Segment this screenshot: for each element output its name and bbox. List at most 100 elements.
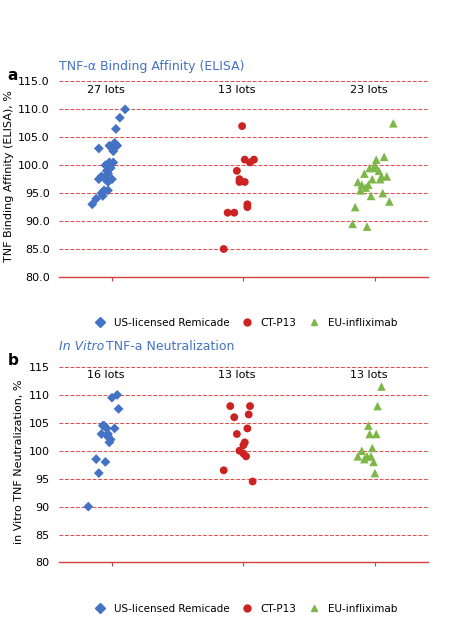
- Point: [109, 157, 117, 167]
- Point: [246, 401, 254, 411]
- Y-axis label: TNF Binding Affinity (ELISA), %: TNF Binding Affinity (ELISA), %: [4, 90, 14, 262]
- Point: [390, 118, 397, 128]
- Text: a: a: [8, 68, 18, 83]
- Point: [98, 429, 105, 439]
- Point: [100, 185, 108, 195]
- Point: [105, 140, 113, 150]
- Text: TNF-a Neutralization: TNF-a Neutralization: [102, 341, 234, 353]
- Point: [102, 160, 109, 170]
- Point: [249, 477, 256, 487]
- Point: [108, 174, 116, 185]
- Point: [366, 163, 373, 173]
- Point: [88, 199, 96, 209]
- Point: [107, 435, 114, 445]
- Point: [220, 244, 228, 254]
- Text: 27 lots: 27 lots: [86, 85, 124, 95]
- Point: [116, 112, 124, 123]
- Point: [99, 191, 106, 201]
- Point: [349, 219, 356, 229]
- Point: [92, 193, 100, 204]
- Point: [367, 191, 375, 201]
- Point: [236, 174, 243, 185]
- Point: [115, 404, 123, 414]
- Point: [107, 160, 114, 170]
- Point: [103, 423, 111, 434]
- Point: [371, 160, 379, 170]
- Text: 23 lots: 23 lots: [350, 85, 387, 95]
- Point: [230, 208, 238, 218]
- Point: [105, 157, 113, 167]
- Point: [104, 432, 112, 442]
- Point: [102, 457, 109, 467]
- Y-axis label: in Vitro TNF Neutralization, %: in Vitro TNF Neutralization, %: [14, 380, 25, 544]
- Point: [112, 124, 120, 134]
- Point: [238, 121, 246, 131]
- Point: [354, 451, 361, 461]
- Point: [95, 143, 103, 154]
- Text: 16 lots: 16 lots: [86, 370, 124, 380]
- Legend: US-licensed Remicade, CT-P13, EU-infliximab: US-licensed Remicade, CT-P13, EU-inflixi…: [90, 318, 397, 328]
- Point: [370, 457, 378, 467]
- Point: [378, 171, 385, 181]
- Point: [233, 429, 241, 439]
- Point: [363, 451, 371, 461]
- Point: [374, 401, 381, 411]
- Point: [380, 152, 388, 162]
- Point: [352, 202, 359, 212]
- Point: [107, 163, 114, 173]
- Point: [357, 185, 364, 195]
- Point: [95, 174, 103, 185]
- Point: [241, 177, 248, 187]
- Point: [363, 222, 371, 232]
- Point: [104, 429, 112, 439]
- Point: [375, 166, 383, 176]
- Point: [109, 146, 117, 156]
- Point: [230, 412, 238, 422]
- Point: [111, 423, 118, 434]
- Point: [246, 157, 254, 167]
- Point: [245, 410, 253, 420]
- Point: [104, 185, 112, 195]
- Point: [362, 183, 370, 193]
- Point: [372, 429, 380, 439]
- Point: [239, 449, 247, 459]
- Point: [114, 390, 121, 400]
- Point: [103, 166, 111, 176]
- Point: [242, 451, 250, 461]
- Point: [100, 420, 108, 430]
- Text: 13 lots: 13 lots: [350, 370, 387, 380]
- Point: [358, 179, 366, 190]
- Point: [236, 446, 243, 456]
- Point: [378, 382, 385, 392]
- Point: [244, 202, 251, 212]
- Point: [370, 163, 378, 173]
- Point: [92, 454, 100, 464]
- Point: [361, 454, 368, 464]
- Point: [372, 155, 380, 165]
- Text: 13 lots: 13 lots: [218, 370, 256, 380]
- Point: [386, 197, 393, 207]
- Point: [364, 420, 372, 430]
- Point: [239, 440, 247, 450]
- Text: TNF-α Binding Affinity (ELISA): TNF-α Binding Affinity (ELISA): [59, 60, 245, 73]
- Point: [244, 423, 251, 434]
- Point: [104, 177, 112, 187]
- Point: [114, 140, 121, 150]
- Point: [376, 174, 384, 185]
- Point: [220, 465, 228, 475]
- Point: [105, 437, 113, 447]
- Point: [366, 429, 373, 439]
- Point: [121, 104, 129, 114]
- Point: [224, 208, 231, 218]
- Point: [108, 392, 116, 403]
- Point: [95, 468, 103, 478]
- Point: [99, 420, 106, 430]
- Point: [111, 138, 118, 148]
- Point: [364, 179, 372, 190]
- Point: [236, 177, 243, 187]
- Point: [241, 155, 248, 165]
- Point: [102, 174, 109, 185]
- Text: 13 lots: 13 lots: [218, 85, 256, 95]
- Point: [98, 188, 105, 198]
- Point: [379, 188, 387, 198]
